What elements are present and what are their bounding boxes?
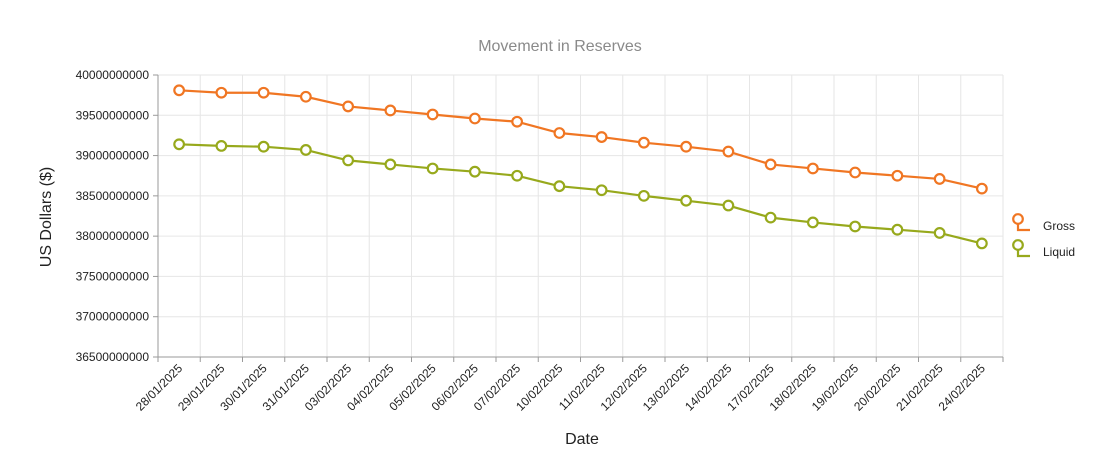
data-point-gross[interactable] bbox=[384, 104, 397, 117]
data-point-gross[interactable] bbox=[680, 140, 693, 153]
data-point-liquid[interactable] bbox=[933, 227, 946, 239]
data-point-gross[interactable] bbox=[426, 108, 439, 121]
series-line-liquid bbox=[179, 143, 983, 245]
data-point-gross[interactable] bbox=[342, 100, 355, 113]
y-tick-label: 37500000000 bbox=[76, 269, 150, 283]
data-point-gross[interactable] bbox=[849, 166, 862, 179]
data-point-gross[interactable] bbox=[511, 115, 524, 128]
data-point-liquid[interactable] bbox=[680, 194, 693, 207]
data-point-gross[interactable] bbox=[933, 173, 946, 185]
y-tick-label: 39500000000 bbox=[76, 108, 150, 122]
data-point-gross[interactable] bbox=[257, 86, 270, 99]
y-tick-label: 37000000000 bbox=[76, 310, 150, 324]
series-line-gross bbox=[179, 89, 983, 190]
data-point-liquid[interactable] bbox=[806, 216, 819, 229]
data-point-liquid[interactable] bbox=[595, 184, 608, 197]
data-point-gross[interactable] bbox=[764, 158, 777, 171]
data-point-liquid[interactable] bbox=[173, 138, 186, 151]
legend-item-liquid[interactable]: Liquid bbox=[1012, 239, 1075, 259]
y-tick-label: 38500000000 bbox=[76, 189, 150, 203]
legend-label: Gross bbox=[1043, 219, 1075, 233]
data-point-liquid[interactable] bbox=[849, 220, 862, 233]
data-point-gross[interactable] bbox=[975, 182, 988, 195]
y-axis-title: US Dollars ($) bbox=[38, 167, 55, 267]
data-point-liquid[interactable] bbox=[553, 180, 566, 193]
x-axis-ticks: 28/01/202529/01/202530/01/202531/01/2025… bbox=[133, 357, 1004, 414]
data-point-gross[interactable] bbox=[299, 90, 312, 103]
data-point-gross[interactable] bbox=[173, 84, 186, 97]
data-point-gross[interactable] bbox=[891, 169, 904, 182]
data-point-liquid[interactable] bbox=[384, 158, 397, 171]
data-point-liquid[interactable] bbox=[975, 237, 988, 250]
legend-label: Liquid bbox=[1043, 245, 1075, 259]
y-tick-label: 39000000000 bbox=[76, 149, 150, 163]
y-tick-label: 38000000000 bbox=[76, 229, 150, 243]
data-point-liquid[interactable] bbox=[764, 211, 777, 224]
data-point-liquid[interactable] bbox=[722, 199, 735, 212]
chart-title: Movement in Reserves bbox=[478, 38, 642, 55]
data-point-liquid[interactable] bbox=[511, 169, 524, 182]
data-point-gross[interactable] bbox=[553, 127, 566, 139]
series-liquid bbox=[173, 138, 988, 250]
data-point-liquid[interactable] bbox=[637, 189, 650, 202]
data-point-liquid[interactable] bbox=[299, 144, 312, 156]
data-point-liquid[interactable] bbox=[891, 223, 904, 236]
data-point-gross[interactable] bbox=[215, 86, 228, 99]
y-tick-label: 36500000000 bbox=[76, 350, 150, 364]
data-point-liquid[interactable] bbox=[215, 140, 228, 152]
legend-marker-swatch bbox=[1012, 239, 1024, 251]
data-point-liquid[interactable] bbox=[468, 165, 481, 178]
x-tick-label: 24/02/2025 bbox=[936, 361, 989, 414]
data-point-gross[interactable] bbox=[722, 145, 735, 158]
data-point-gross[interactable] bbox=[468, 112, 481, 125]
data-point-liquid[interactable] bbox=[426, 162, 439, 175]
data-point-gross[interactable] bbox=[595, 131, 608, 143]
data-point-liquid[interactable] bbox=[257, 140, 270, 153]
data-point-gross[interactable] bbox=[806, 162, 819, 175]
legend-marker-swatch bbox=[1012, 213, 1024, 225]
series-group bbox=[173, 84, 988, 250]
legend: Gross Liquid bbox=[1012, 213, 1075, 259]
series-gross bbox=[173, 84, 988, 195]
legend-item-gross[interactable]: Gross bbox=[1012, 213, 1075, 233]
y-tick-label: 40000000000 bbox=[76, 68, 150, 82]
x-axis-title: Date bbox=[565, 431, 599, 448]
data-point-gross[interactable] bbox=[637, 136, 650, 149]
data-point-liquid[interactable] bbox=[342, 154, 355, 167]
y-axis-ticks: 36500000000 37000000000 37500000000 3800000… bbox=[76, 68, 158, 364]
gridlines bbox=[158, 74, 1004, 357]
